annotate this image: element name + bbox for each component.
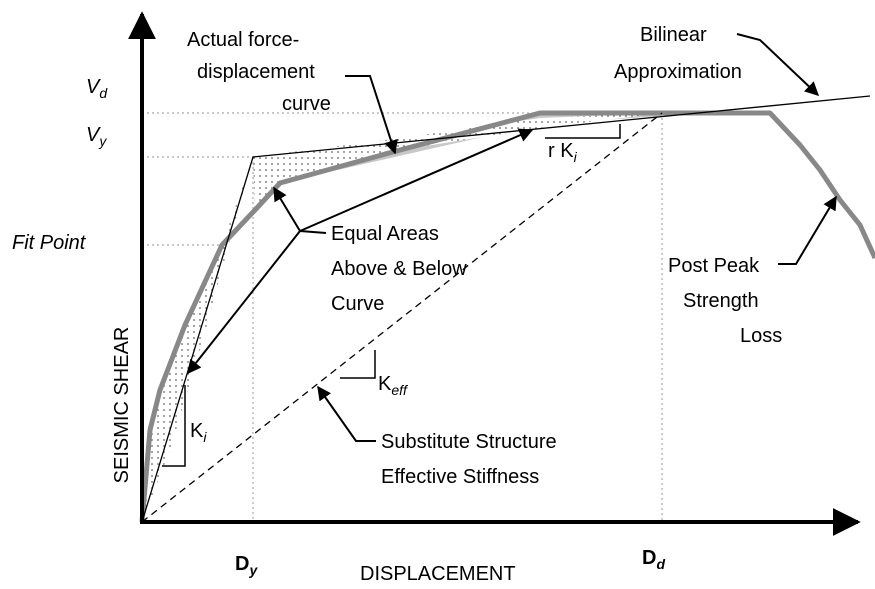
annotation-line: Effective Stiffness [381, 466, 539, 488]
annotation-line: Strength [683, 290, 759, 312]
actual-curve [139, 110, 875, 523]
annotation-line: curve [282, 93, 331, 115]
labels: Vd Vy Fit Point Dy Dd DISPLACEMENT SEISM… [12, 24, 782, 585]
annotation-line: Post Peak [668, 255, 760, 277]
x-axis-label: DISPLACEMENT [360, 563, 516, 585]
annotation-line: Above & Below [331, 258, 467, 280]
annotation-line: Approximation [614, 61, 742, 83]
arrows [187, 33, 837, 442]
vd-label: Vd [86, 76, 108, 101]
fit-point-label: Fit Point [12, 232, 87, 254]
ki-label: Ki [190, 420, 207, 445]
annotation-line: Loss [740, 325, 782, 347]
keff-label: Keff [378, 373, 409, 398]
slope-brackets [162, 124, 621, 467]
rki-label: r Ki [548, 140, 578, 165]
annotation-line: displacement [197, 61, 315, 83]
annotation-line: Curve [331, 293, 384, 315]
dd-label: Dd [642, 547, 665, 572]
effective-stiffness-line [141, 112, 663, 523]
guide-lines [142, 112, 663, 522]
annotation-line: Substitute Structure [381, 431, 557, 453]
axes [128, 11, 861, 536]
vy-label: Vy [86, 124, 107, 149]
dy-label: Dy [235, 553, 258, 578]
annotation-line: Equal Areas [331, 223, 439, 245]
y-axis-label: SEISMIC SHEAR [111, 327, 133, 484]
annotation-line: Actual force- [187, 29, 299, 51]
annotation-line: Bilinear [640, 24, 707, 46]
bilinear-line [141, 95, 871, 523]
